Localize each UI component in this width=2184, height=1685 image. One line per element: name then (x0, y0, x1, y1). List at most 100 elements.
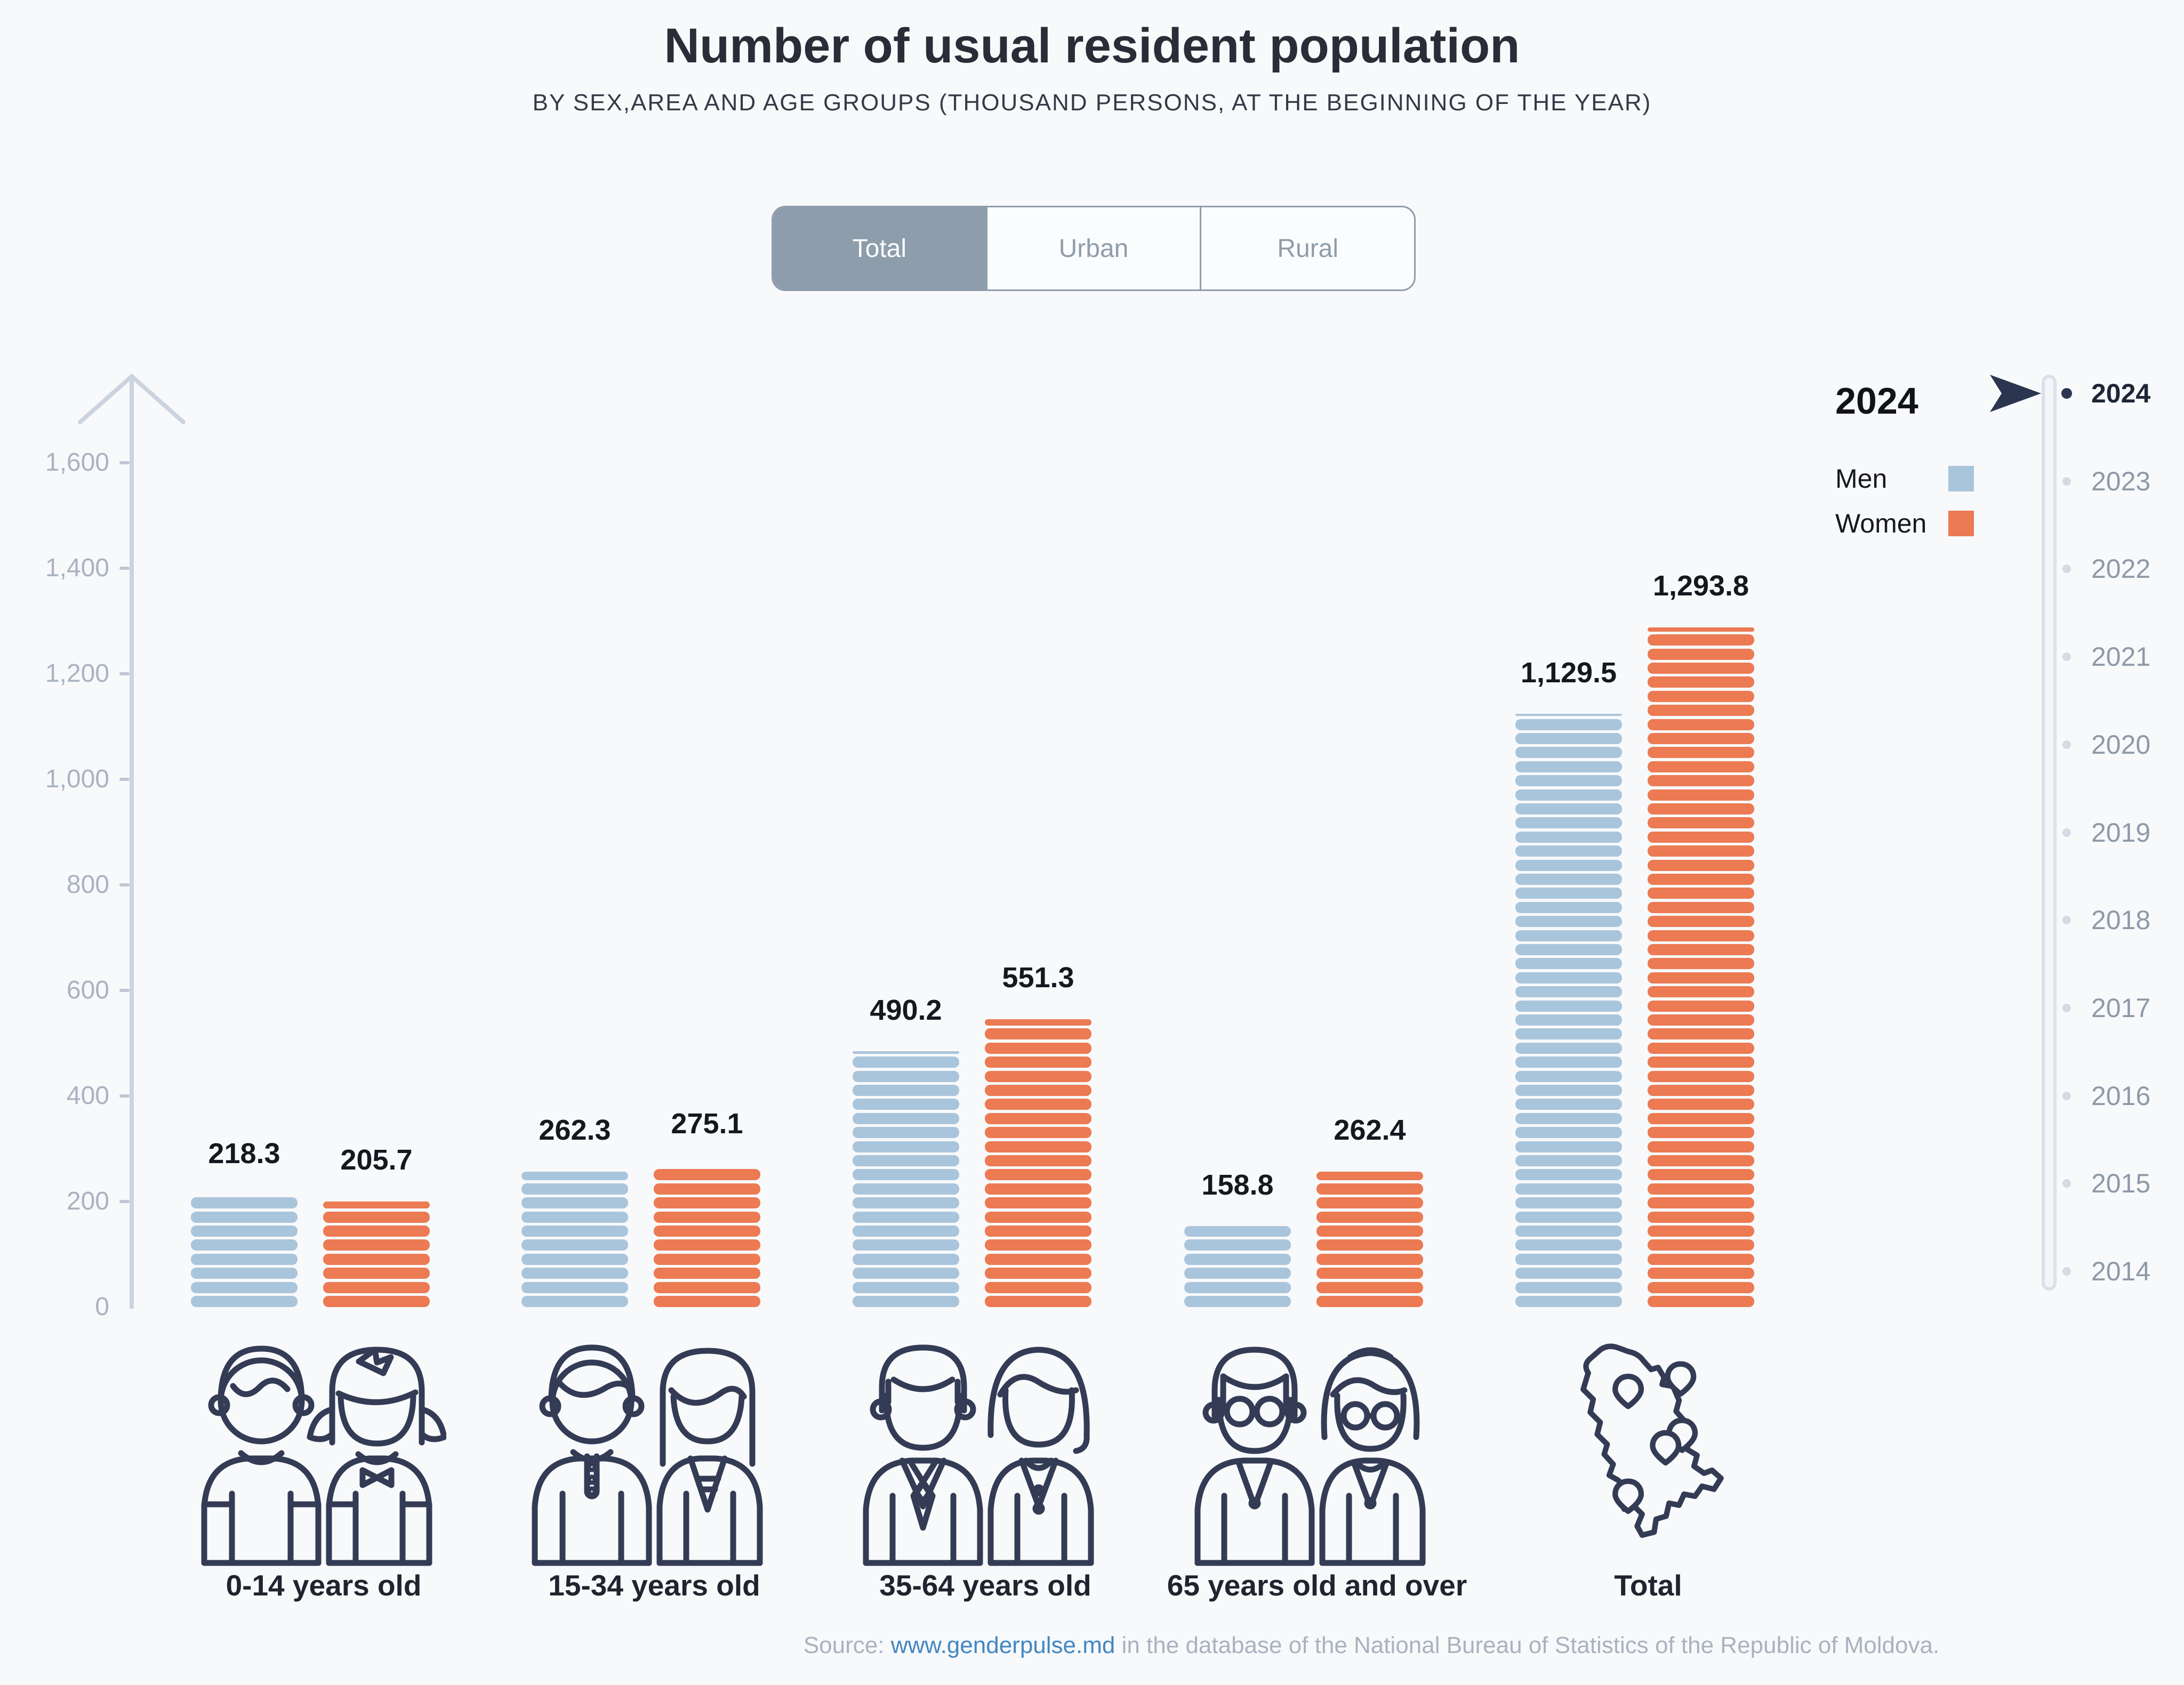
bar-men-65-years-old-and-over[interactable] (1184, 1223, 1291, 1307)
bar-stripe (1648, 1070, 1754, 1082)
year-label-2023[interactable]: 2023 (2091, 466, 2151, 496)
source-line: Source: www.genderpulse.md in the databa… (559, 1632, 2184, 1659)
source-prefix: Source: (803, 1632, 891, 1658)
bar-men-35-64-years-old[interactable] (853, 1049, 959, 1307)
bar-stripe (985, 1239, 1091, 1251)
bar-stripe (1515, 1099, 1622, 1110)
bar-stripe (1648, 803, 1754, 815)
bar-stripe (1316, 1171, 1423, 1181)
bar-women-35-64-years-old[interactable] (985, 1016, 1091, 1307)
bar-stripe (853, 1253, 959, 1265)
year-dot-2021[interactable] (2062, 652, 2071, 662)
bar-stripe (1515, 817, 1622, 829)
category-label: 35-64 years old (879, 1569, 1091, 1602)
bar-stripe (1515, 1127, 1622, 1139)
bar-stripe (323, 1225, 430, 1237)
bar-stripe (1648, 775, 1754, 787)
bar-stripe (1515, 901, 1622, 913)
year-dot-2019[interactable] (2062, 828, 2071, 837)
source-link[interactable]: www.genderpulse.md (890, 1632, 1115, 1658)
bar-stripe (323, 1239, 430, 1251)
year-dot-2015[interactable] (2062, 1179, 2071, 1188)
bar-stripe (191, 1281, 298, 1293)
bar-men-15-34-years-old[interactable] (521, 1168, 628, 1307)
year-dot-2017[interactable] (2062, 1003, 2071, 1012)
bar-stripe (1648, 901, 1754, 913)
legend-women-label: Women (1835, 509, 1927, 538)
year-label-2016[interactable]: 2016 (2091, 1081, 2151, 1111)
year-dot-2023[interactable] (2062, 477, 2071, 486)
bar-stripe (1515, 1225, 1622, 1237)
bar-stripe (1648, 627, 1754, 632)
bar-stripe (1316, 1281, 1423, 1293)
bar-men-Total[interactable] (1515, 711, 1622, 1307)
y-axis-label: 800 (66, 870, 109, 899)
bar-stripe (1648, 1295, 1754, 1307)
tab-total[interactable]: Total (773, 207, 986, 289)
year-label-2015[interactable]: 2015 (2091, 1168, 2151, 1199)
bar-stripe (1515, 845, 1622, 857)
bar-stripe (1184, 1281, 1291, 1293)
year-label-2019[interactable]: 2019 (2091, 817, 2151, 848)
bar-women-65-years-old-and-over[interactable] (1316, 1168, 1423, 1307)
bar-stripe (985, 1169, 1091, 1181)
tab-urban[interactable]: Urban (985, 207, 1200, 289)
y-axis-tick (119, 1200, 130, 1203)
bar-stripe (1515, 775, 1622, 787)
year-label-2014[interactable]: 2014 (2091, 1256, 2151, 1286)
bar-stripe (1648, 789, 1754, 801)
year-label-2020[interactable]: 2020 (2091, 729, 2151, 760)
bar-stripe (1648, 817, 1754, 829)
bar-women-Total[interactable] (1648, 624, 1754, 1307)
year-label-2021[interactable]: 2021 (2091, 642, 2151, 672)
value-label-men: 158.8 (1201, 1168, 1274, 1201)
bar-stripe (1316, 1239, 1423, 1251)
bar-stripe (1648, 1281, 1754, 1293)
bar-stripe (1515, 916, 1622, 928)
bar-stripe (323, 1201, 430, 1209)
bar-stripe (1515, 1141, 1622, 1152)
bar-men-0-14-years-old[interactable] (191, 1192, 298, 1307)
bar-stripe (985, 1019, 1091, 1026)
bar-stripe (1648, 873, 1754, 885)
bar-stripe (1648, 958, 1754, 970)
bar-stripe (1515, 1155, 1622, 1166)
bar-stripe (985, 1070, 1091, 1082)
year-label-2022[interactable]: 2022 (2091, 554, 2151, 584)
bar-stripe (1515, 1014, 1622, 1026)
bar-stripe (1648, 916, 1754, 928)
bar-stripe (1515, 803, 1622, 815)
year-label-2018[interactable]: 2018 (2091, 905, 2151, 936)
bar-women-0-14-years-old[interactable] (323, 1198, 430, 1307)
year-dot-2020[interactable] (2062, 740, 2071, 749)
year-dot-2024[interactable] (2061, 388, 2072, 399)
bar-stripe (654, 1225, 760, 1237)
year-dot-2018[interactable] (2062, 916, 2071, 925)
bar-stripe (1515, 1253, 1622, 1265)
bar-stripe (985, 1099, 1091, 1110)
value-label-women: 205.7 (340, 1144, 413, 1176)
year-cursor-icon[interactable] (1990, 374, 2041, 416)
bar-stripe (1648, 1197, 1754, 1209)
bar-stripe (323, 1268, 430, 1279)
legend: 2024 Men Women (1835, 380, 2134, 538)
year-dot-2016[interactable] (2062, 1091, 2071, 1100)
bar-stripe (853, 1155, 959, 1166)
bar-stripe (1515, 1169, 1622, 1181)
year-label-2024[interactable]: 2024 (2091, 378, 2151, 408)
bar-stripe (521, 1253, 628, 1265)
bar-stripe (1515, 789, 1622, 801)
year-label-2017[interactable]: 2017 (2091, 993, 2151, 1023)
year-dot-2022[interactable] (2062, 565, 2071, 574)
year-dot-2014[interactable] (2062, 1267, 2071, 1276)
bar-women-15-34-years-old[interactable] (654, 1162, 760, 1307)
tab-rural[interactable]: Rural (1200, 207, 1414, 289)
y-axis-tick (119, 672, 130, 675)
bar-stripe (1515, 1042, 1622, 1054)
legend-women-swatch (1948, 511, 1974, 536)
year-slider-track[interactable] (2042, 375, 2057, 1291)
bar-stripe (853, 1141, 959, 1152)
bar-stripe (1184, 1239, 1291, 1251)
axis-arrow-icon (78, 373, 186, 424)
bar-stripe (654, 1281, 760, 1293)
